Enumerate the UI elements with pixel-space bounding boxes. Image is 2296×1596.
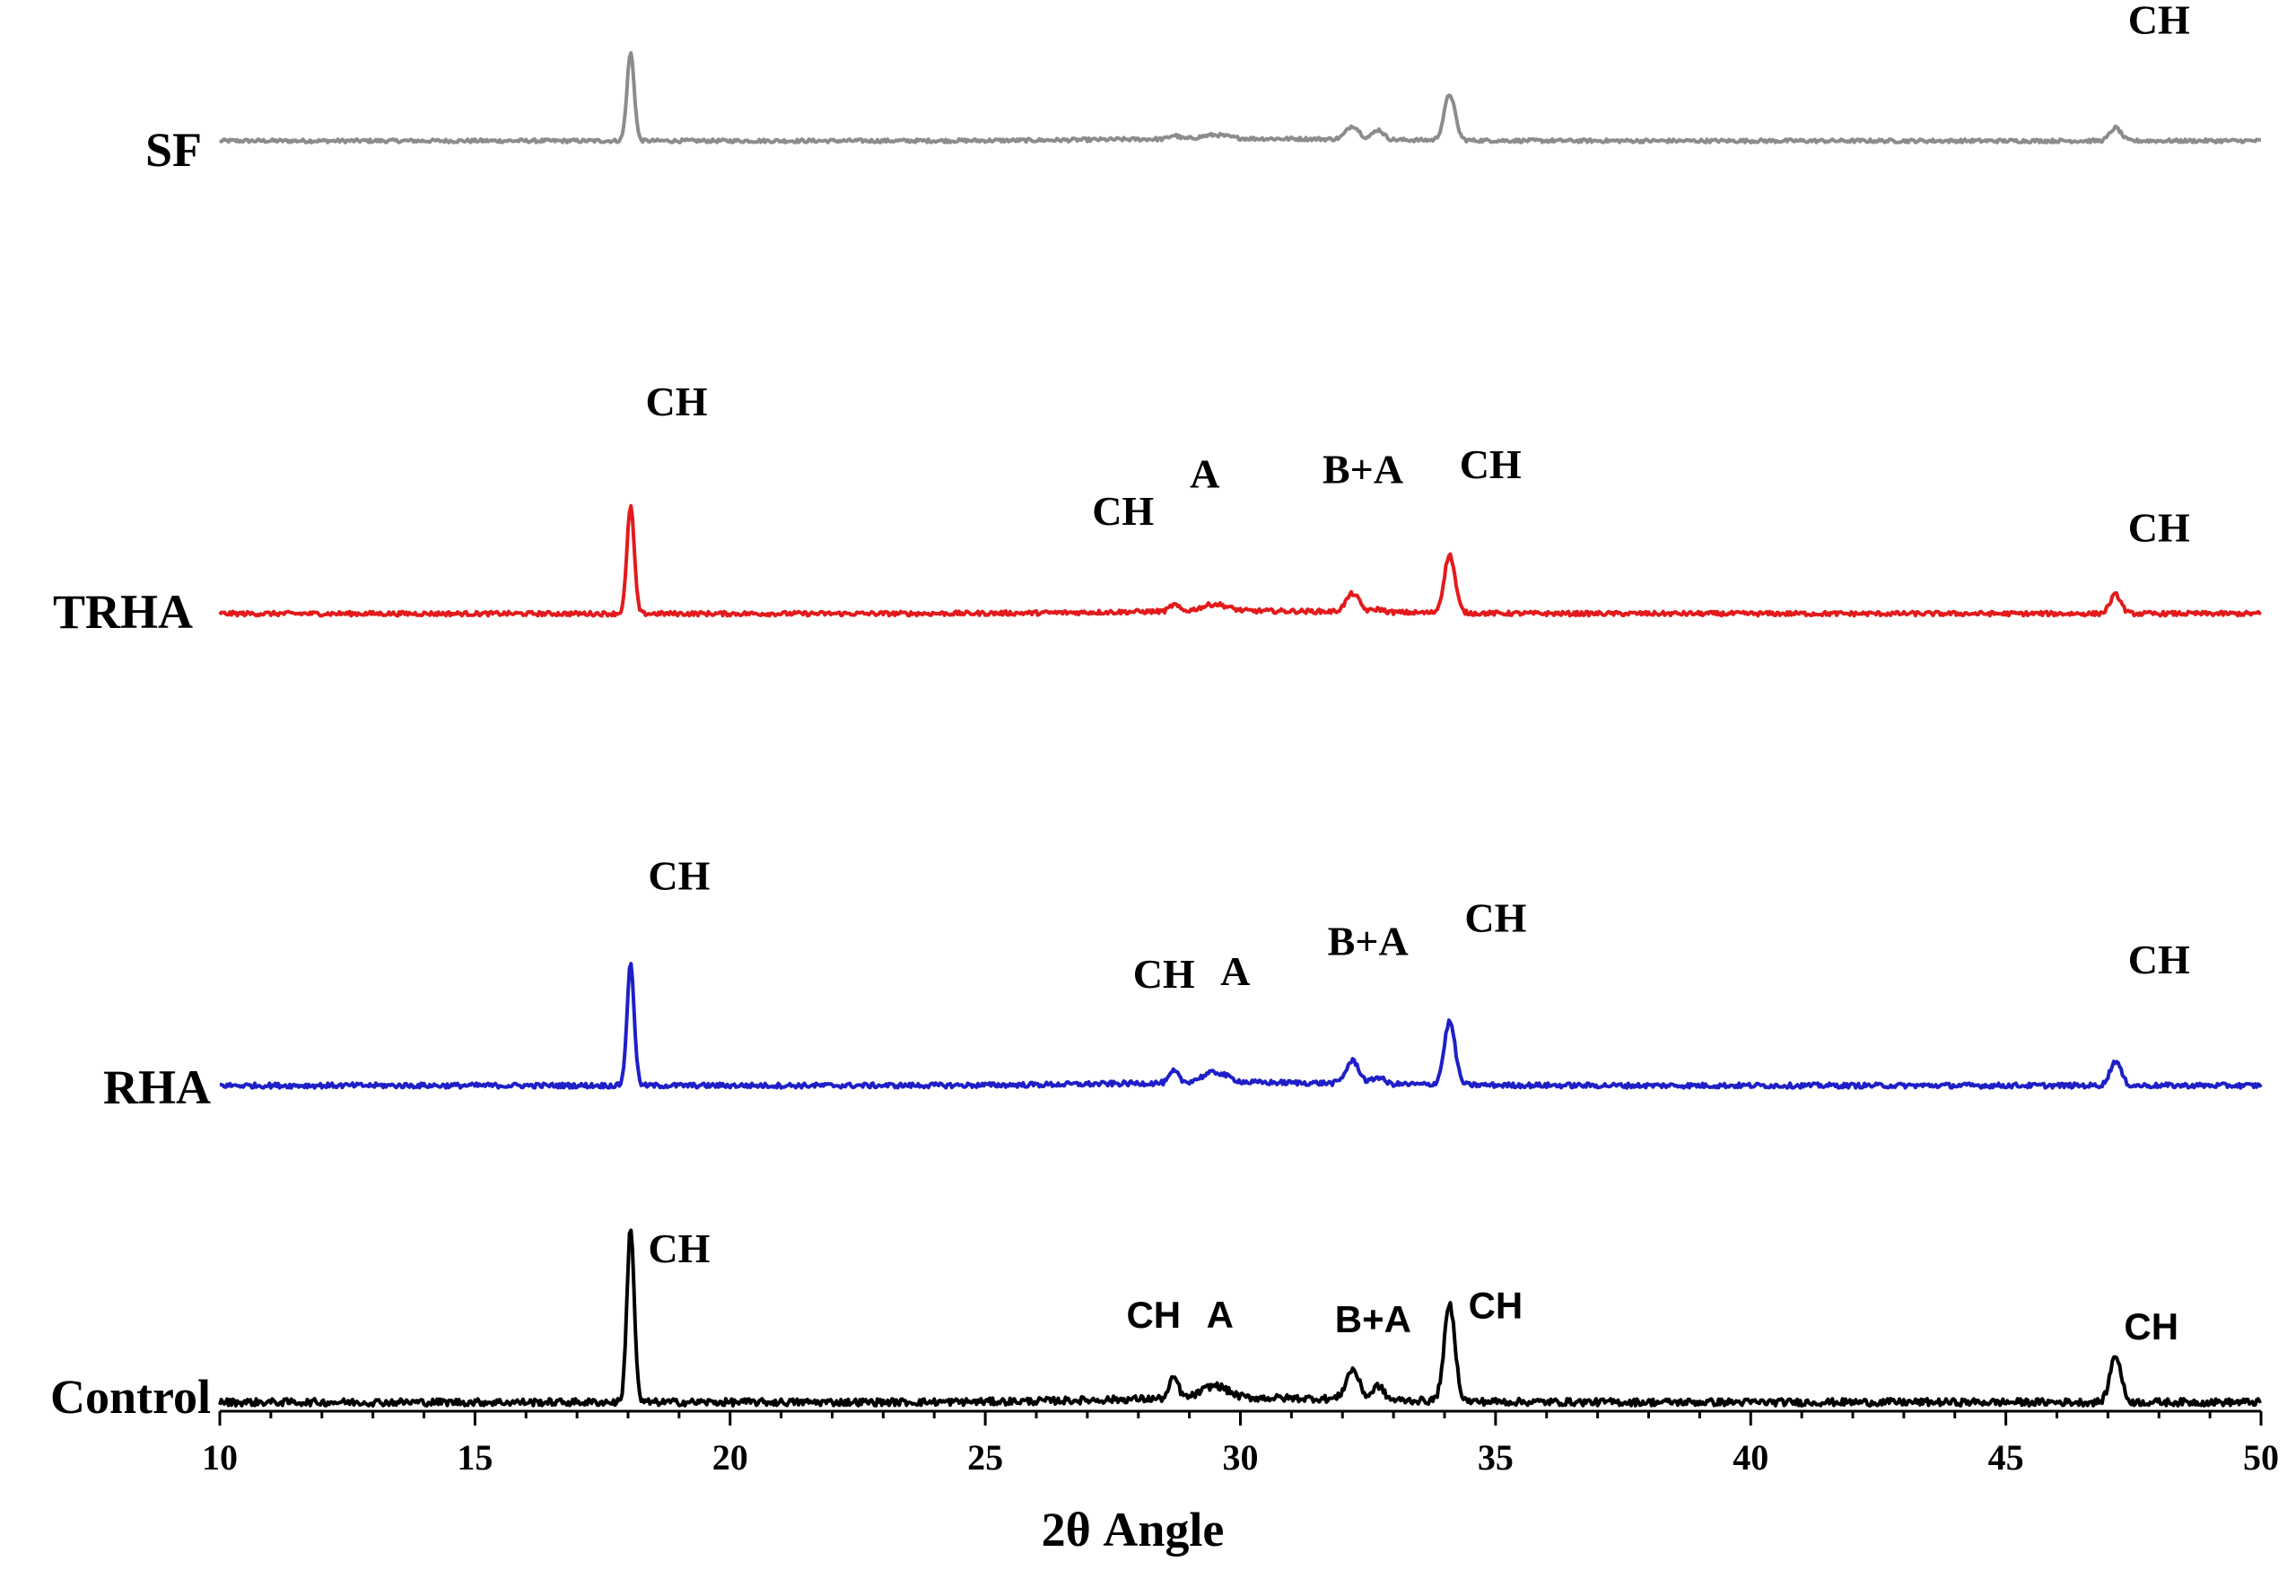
tick-label: 30 [1223,1437,1259,1478]
series-label-rha: RHA [103,1060,211,1114]
peak-label-control: B+A [1335,1298,1411,1340]
peak-label-control: CH [648,1225,710,1271]
peak-label-control: CH [2124,1305,2178,1347]
tick-label: 50 [2243,1437,2279,1478]
trace-rha [219,962,2263,1090]
peak-label-trha: CH [646,379,708,424]
peak-label-control: A [1207,1294,1234,1336]
peak-label-control: CH [1469,1284,1523,1326]
peak-label-trha: B+A [1323,446,1403,492]
peak-label-rha: CH [1133,951,1195,997]
trace-trha [218,503,2262,618]
x-axis-title: 2θ Angle [1042,1503,1225,1557]
peak-label-rha: A [1220,948,1250,994]
peak-label-rha: CH [648,853,710,899]
peak-label-sf: CH [2128,0,2190,42]
series-label-control: Control [50,1370,211,1424]
peak-label-trha: CH [2128,504,2190,550]
peak-label-sf: B+A [1332,0,1413,5]
peak-label-control: CH [1126,1294,1181,1336]
peak-label-trha: A [1190,451,1219,497]
peak-label-trha: CH [1092,488,1154,534]
tick-label: 10 [202,1437,238,1478]
tick-label: 45 [1988,1437,2024,1478]
trace-control [218,1228,2262,1408]
series-label-trha: TRHA [53,585,193,639]
x-axis: 10 15 20 25 30 35 40 45 50 2θ Angle [202,1409,2279,1557]
trace-group [218,51,2263,1408]
x-axis-ticks: 10 15 20 25 30 35 40 45 50 [202,1411,2279,1478]
tick-label: 40 [1733,1437,1768,1478]
peak-label-trha: CH [1460,441,1522,487]
peak-label-rha: CH [2128,937,2190,982]
peak-label-rha: CH [1464,894,1526,940]
series-label-group: SF TRHA RHA Control [50,123,211,1424]
series-label-sf: SF [145,123,202,177]
tick-label: 20 [712,1437,748,1478]
peak-label-group: CHCHAB+ACHCHCHCHAB+ACHCHCHCHAB+ACHCHCHCH… [646,0,2191,1347]
peak-label-rha: B+A [1328,918,1409,964]
tick-label: 15 [457,1437,493,1478]
trace-sf [218,51,2262,144]
tick-label: 25 [967,1437,1003,1478]
tick-label: 35 [1478,1437,1514,1478]
